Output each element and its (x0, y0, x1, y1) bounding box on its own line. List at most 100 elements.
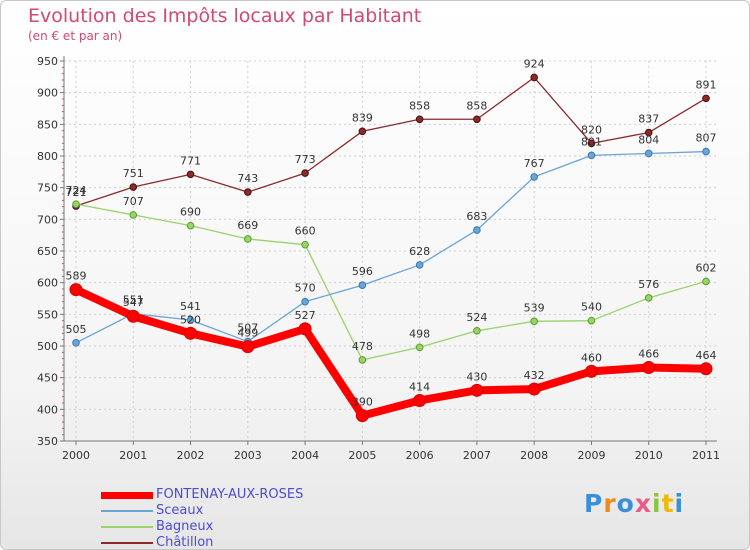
data-point (358, 356, 367, 364)
data-point (473, 327, 481, 335)
data-label: 707 (123, 195, 144, 208)
data-point (473, 115, 481, 124)
data-point (587, 151, 596, 160)
chart-subtitle: (en € et par an) (28, 29, 123, 43)
data-point (702, 277, 710, 286)
data-point (584, 364, 598, 378)
data-point (587, 139, 596, 148)
data-label: 505 (66, 323, 87, 336)
x-tick-label: 2004 (291, 449, 319, 462)
logo-letter: t (661, 489, 675, 518)
y-tick-label: 800 (37, 150, 58, 163)
data-label: 804 (638, 133, 659, 146)
x-tick-label: 2000 (62, 449, 90, 462)
data-labels: 721 751 771 743 773 839 858 858 924 820 837 891 724 7… (66, 57, 717, 408)
y-tick-label: 950 (37, 55, 58, 68)
y-tick-label: 500 (37, 340, 58, 353)
data-point (186, 170, 195, 179)
logo-text: Proxiti (584, 489, 684, 518)
data-point (186, 316, 195, 324)
legend-swatch (101, 526, 153, 528)
y-tick-label: 450 (37, 372, 58, 385)
data-label: 478 (352, 340, 373, 353)
legend-label: Sceaux (156, 503, 204, 518)
y-tick-label: 600 (37, 277, 58, 290)
x-tick-label: 2002 (177, 449, 205, 462)
data-label: 520 (180, 313, 201, 326)
y-tick-label: 400 (37, 403, 58, 416)
data-point (702, 147, 710, 156)
series-line-sceaux (75, 150, 707, 344)
data-point (72, 200, 80, 208)
x-tick-label: 2001 (119, 449, 147, 462)
data-label: 628 (409, 245, 430, 258)
data-point (186, 221, 195, 230)
data-label: 430 (466, 370, 487, 383)
y-tick-label: 350 (37, 435, 58, 448)
data-point (355, 409, 369, 423)
data-point (358, 281, 367, 290)
x-tick-label: 2003 (234, 449, 262, 462)
data-point (241, 340, 255, 354)
data-label: 390 (352, 396, 373, 409)
data-point (72, 339, 80, 347)
data-point (184, 326, 198, 340)
data-point (298, 322, 312, 336)
data-label: 807 (696, 132, 717, 145)
data-point (415, 343, 424, 352)
data-point (126, 309, 140, 323)
data-label: 690 (180, 206, 201, 219)
legend-label: Châtillon (156, 535, 214, 550)
series-points (69, 73, 713, 423)
x-tick-label: 2009 (577, 449, 605, 462)
legend-label: Bagneux (156, 519, 214, 534)
logo-letter: x (634, 489, 652, 518)
logo-letter: o (616, 489, 635, 518)
data-point (415, 261, 424, 269)
data-point (530, 173, 538, 181)
logo-letter: i (674, 489, 685, 518)
data-label: 570 (295, 282, 316, 295)
series-line-bagneux (75, 203, 707, 361)
data-label: 669 (237, 219, 258, 232)
data-point (644, 149, 653, 158)
data-label: 527 (295, 309, 316, 322)
data-point (129, 211, 138, 219)
data-label: 524 (466, 311, 487, 324)
data-label: 891 (696, 78, 717, 91)
legend-swatch (101, 542, 153, 544)
data-label: 743 (237, 172, 258, 185)
data-label: 432 (524, 369, 545, 382)
data-label: 541 (180, 300, 201, 313)
data-label: 414 (409, 380, 430, 393)
x-tick-label: 2006 (406, 449, 434, 462)
data-point (244, 188, 252, 196)
y-tick-label: 750 (37, 182, 58, 195)
data-point (470, 383, 484, 397)
series-lines (74, 76, 707, 420)
data-point (244, 235, 252, 243)
data-label: 767 (524, 157, 545, 170)
data-label: 466 (638, 348, 659, 361)
logo-letter: r (603, 489, 617, 518)
x-tick-label: 2007 (463, 449, 491, 462)
data-label: 773 (295, 153, 316, 166)
x-tick-label: 2011 (692, 449, 720, 462)
data-label: 820 (581, 123, 602, 136)
legend-swatch (101, 510, 153, 512)
proxiti-logo: Proxiti (584, 489, 684, 518)
data-point (527, 382, 541, 396)
data-point (129, 183, 138, 191)
legend-swatch (101, 491, 153, 499)
data-label: 751 (123, 167, 144, 180)
data-point (301, 297, 309, 306)
data-label: 464 (696, 349, 717, 362)
data-label: 498 (409, 327, 430, 340)
data-label: 547 (123, 296, 144, 309)
series-line-fontenay-aux-roses (74, 286, 707, 420)
x-tick-label: 2010 (635, 449, 663, 462)
data-point (530, 73, 538, 82)
data-label: 540 (581, 301, 602, 314)
data-point (301, 240, 309, 249)
data-point (69, 283, 83, 297)
